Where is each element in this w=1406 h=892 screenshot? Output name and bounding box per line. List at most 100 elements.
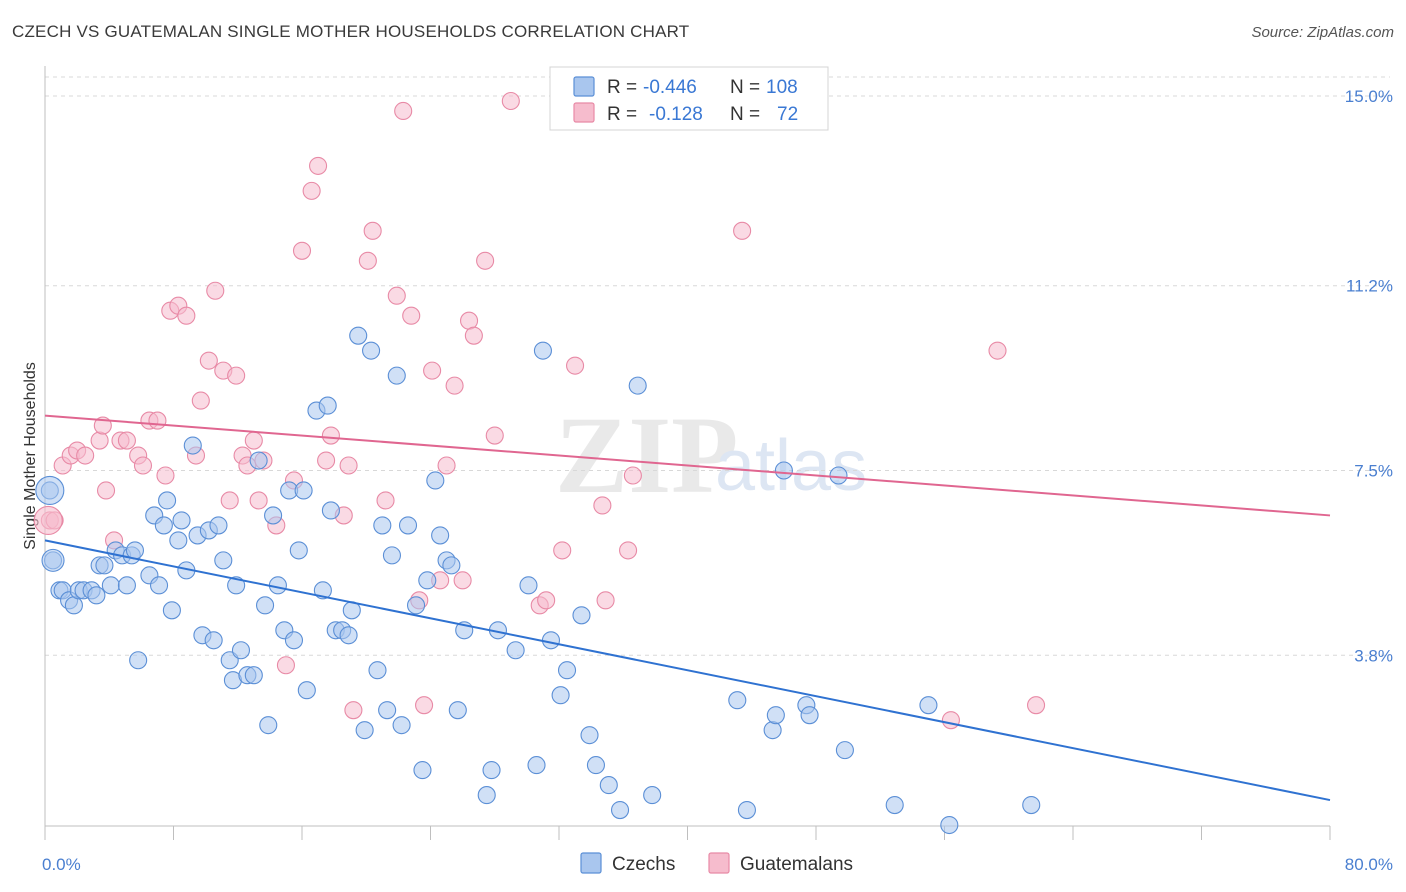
- top-legend: R = -0.446 N = 108 R = -0.128 N = 72: [549, 66, 829, 131]
- czechs-point: [149, 576, 169, 595]
- czechs-r-label: R =: [607, 77, 637, 98]
- czechs-r-value: -0.446: [643, 77, 697, 98]
- czechs-point: [321, 501, 340, 520]
- top-legend-box: [549, 66, 829, 131]
- guatemalans-n-value: 72: [777, 104, 798, 125]
- czechs-point-large: [35, 475, 65, 506]
- czechs-point: [368, 661, 387, 680]
- czechs-point: [158, 491, 177, 510]
- y-tick-label: 11.2%: [1346, 277, 1393, 296]
- czechs-point: [643, 786, 662, 805]
- czechs-point: [64, 596, 83, 615]
- guatemalans-point: [156, 466, 175, 485]
- czechs-point: [101, 576, 120, 595]
- czechs-point: [244, 666, 263, 685]
- guatemalans-point: [453, 571, 472, 590]
- czechs-point: [117, 576, 136, 595]
- guatemalans-point: [177, 306, 196, 325]
- guatemalans-point: [423, 361, 442, 380]
- guatemalans-legend-swatch: [573, 102, 595, 123]
- czechs-point: [227, 576, 246, 595]
- czechs-point: [919, 696, 938, 715]
- x-tick-label-max: 80.0%: [1345, 855, 1393, 874]
- czechs-point: [477, 786, 496, 805]
- guatemalans-point: [459, 311, 479, 330]
- czechs-point: [586, 756, 605, 775]
- czechs-point: [172, 511, 191, 530]
- czechs-point: [482, 761, 501, 780]
- czechs-point: [289, 541, 308, 560]
- y-tick-label: 7.5%: [1354, 462, 1393, 481]
- czechs-point: [580, 726, 599, 745]
- czechs-point: [835, 741, 854, 760]
- czechs-point: [162, 601, 181, 620]
- czechs-point: [551, 686, 570, 705]
- czechs-point: [940, 815, 959, 835]
- guatemalans-point: [394, 101, 413, 121]
- czechs-point: [297, 681, 316, 700]
- czechs-n-label: N =: [730, 77, 760, 98]
- watermark: ZIP atlas: [555, 394, 867, 516]
- czechs-legend-swatch: [573, 76, 595, 97]
- guatemalans-point: [249, 491, 268, 510]
- czechs-points: [35, 326, 1041, 835]
- czechs-point: [448, 701, 467, 720]
- guatemalans-point: [199, 351, 218, 370]
- guatemalans-point: [485, 426, 504, 445]
- guatemalans-point: [476, 251, 495, 270]
- czechs-point: [259, 716, 278, 735]
- czechs-point: [373, 516, 392, 535]
- czechs-point: [129, 651, 148, 670]
- czechs-point: [728, 691, 747, 710]
- guatemalans-point: [148, 411, 167, 430]
- guatemalans-trend-line: [44, 414, 1331, 517]
- guatemalans-point: [363, 221, 382, 240]
- guatemalans-point: [206, 281, 225, 300]
- guatemalans-point: [733, 221, 752, 240]
- axes: [44, 66, 1331, 840]
- guatemalans-point: [553, 541, 572, 560]
- czechs-point: [362, 341, 381, 360]
- czechs-point: [599, 776, 618, 795]
- czechs-point: [1022, 796, 1041, 815]
- czechs-point: [249, 451, 268, 470]
- guatemalans-points: [33, 91, 1046, 730]
- czechs-point: [355, 721, 374, 740]
- guatemalans-point: [344, 701, 363, 720]
- y-axis-label: Single Mother Households: [22, 362, 39, 550]
- czechs-point: [557, 661, 577, 680]
- guatemalans-point: [988, 341, 1007, 360]
- guatemalans-point: [309, 156, 328, 175]
- guatemalans-point: [501, 91, 520, 111]
- guatemalans-point: [276, 656, 295, 675]
- czechs-point: [426, 471, 445, 490]
- guatemalans-point: [387, 286, 406, 305]
- watermark-zip: ZIP: [555, 394, 738, 516]
- guatemalans-point: [445, 376, 464, 395]
- czechs-point: [154, 516, 173, 535]
- guatemalans-point: [1027, 696, 1046, 715]
- czechs-point: [763, 721, 782, 740]
- guatemalans-point: [227, 366, 246, 385]
- czechs-point: [519, 576, 538, 595]
- czechs-point: [541, 631, 561, 650]
- czechs-point-large: [41, 548, 65, 572]
- czechs-point: [349, 326, 368, 345]
- x-tick-labels: 0.0% 80.0%: [42, 855, 1393, 874]
- guatemalans-point: [593, 496, 612, 515]
- trend-lines: [44, 414, 1331, 802]
- guatemalans-point: [623, 466, 642, 485]
- guatemalans-r-value: -0.128: [649, 104, 703, 125]
- guatemalans-point: [464, 326, 483, 345]
- guatemalans-point: [358, 251, 377, 270]
- guatemalans-point: [317, 451, 336, 470]
- czechs-point: [506, 641, 525, 660]
- czechs-point: [413, 761, 432, 780]
- guatemalans-point: [415, 696, 434, 715]
- guatemalans-point: [244, 431, 263, 450]
- guatemalans-point: [321, 426, 340, 445]
- czechs-point: [264, 506, 283, 525]
- guatemalans-point: [339, 456, 358, 475]
- guatemalans-point: [941, 711, 960, 730]
